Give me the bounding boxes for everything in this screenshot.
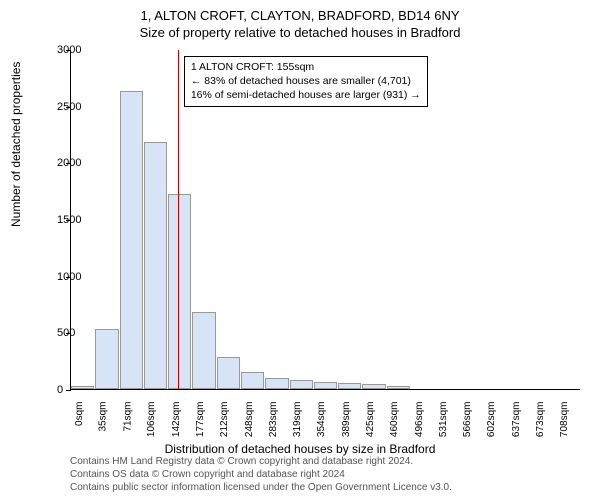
info-box-line: ← 83% of detached houses are smaller (4,… xyxy=(191,74,421,88)
x-tick-label: 283sqm xyxy=(268,402,279,438)
y-tick-label: 500 xyxy=(57,327,61,339)
histogram-bar xyxy=(290,380,313,389)
histogram-bar xyxy=(241,372,264,389)
x-axis-label: Distribution of detached houses by size … xyxy=(0,442,600,456)
x-tick-label: 389sqm xyxy=(341,402,352,438)
y-tick-label: 2000 xyxy=(57,157,61,169)
histogram-bar xyxy=(265,378,288,389)
footer-line: Contains OS data © Crown copyright and d… xyxy=(70,468,452,481)
histogram-bar xyxy=(217,357,240,389)
histogram-bar xyxy=(168,194,191,389)
histogram-bar xyxy=(338,383,361,389)
x-tick-label: 35sqm xyxy=(98,402,109,432)
histogram-bar xyxy=(71,386,94,389)
info-box-line: 1 ALTON CROFT: 155sqm xyxy=(191,60,421,74)
info-box-line: 16% of semi-detached houses are larger (… xyxy=(191,88,421,102)
x-tick-label: 460sqm xyxy=(389,402,400,438)
histogram-bar xyxy=(362,384,385,389)
x-tick-label: 673sqm xyxy=(535,402,546,438)
footer-attribution: Contains HM Land Registry data © Crown c… xyxy=(70,455,452,494)
histogram-bar xyxy=(95,329,118,389)
x-tick-label: 602sqm xyxy=(487,402,498,438)
histogram-bar xyxy=(144,142,167,389)
y-axis-label: Number of detached properties xyxy=(9,62,23,227)
x-tick-label: 566sqm xyxy=(462,402,473,438)
histogram-bar xyxy=(387,386,410,389)
y-tick-label: 2500 xyxy=(57,101,61,113)
plot-area: 0500100015002000250030000sqm35sqm71sqm10… xyxy=(70,50,580,390)
x-tick-label: 319sqm xyxy=(292,402,303,438)
x-tick-label: 106sqm xyxy=(147,402,158,438)
footer-line: Contains public sector information licen… xyxy=(70,481,452,494)
x-tick-label: 425sqm xyxy=(365,402,376,438)
y-tick-label: 0 xyxy=(57,384,61,396)
x-tick-label: 496sqm xyxy=(414,402,425,438)
x-tick-label: 142sqm xyxy=(171,402,182,438)
y-tick-label: 3000 xyxy=(57,44,61,56)
x-tick-label: 531sqm xyxy=(438,402,449,438)
footer-line: Contains HM Land Registry data © Crown c… xyxy=(70,455,452,468)
property-info-box: 1 ALTON CROFT: 155sqm← 83% of detached h… xyxy=(184,56,428,107)
chart-subtitle: Size of property relative to detached ho… xyxy=(0,23,600,40)
x-tick-label: 248sqm xyxy=(244,402,255,438)
x-tick-label: 177sqm xyxy=(195,402,206,438)
x-tick-label: 71sqm xyxy=(122,402,133,432)
chart-container: 1, ALTON CROFT, CLAYTON, BRADFORD, BD14 … xyxy=(0,0,600,500)
y-tick-label: 1000 xyxy=(57,271,61,283)
histogram-bar xyxy=(314,382,337,389)
x-tick-label: 637sqm xyxy=(511,402,522,438)
x-tick-label: 0sqm xyxy=(74,402,85,426)
y-tick-label: 1500 xyxy=(57,214,61,226)
histogram-bar xyxy=(120,91,143,389)
chart-area: 0500100015002000250030000sqm35sqm71sqm10… xyxy=(70,50,580,420)
histogram-bar xyxy=(192,312,215,389)
x-tick-label: 708sqm xyxy=(559,402,570,438)
x-tick-label: 354sqm xyxy=(317,402,328,438)
chart-title: 1, ALTON CROFT, CLAYTON, BRADFORD, BD14 … xyxy=(0,0,600,23)
property-marker-line xyxy=(178,50,179,389)
x-tick-label: 212sqm xyxy=(219,402,230,438)
